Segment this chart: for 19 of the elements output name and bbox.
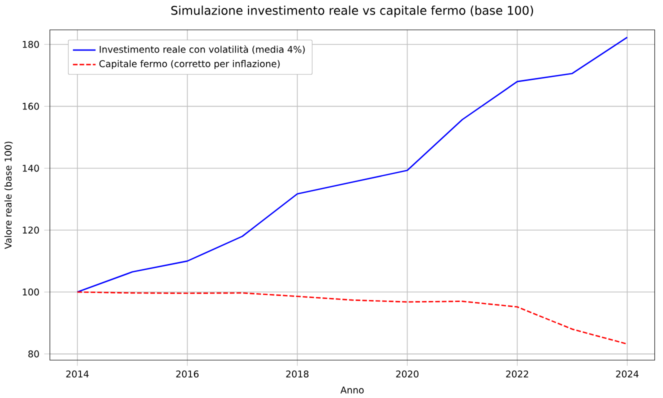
line-series (76, 36, 628, 293)
x-tick-label: 2022 (506, 370, 528, 378)
y-tick-label: 120 (22, 226, 39, 234)
x-axis-title: Anno (340, 386, 364, 394)
x-tick-label: 2018 (286, 370, 308, 378)
legend-label: Capitale fermo (corretto per inflazione) (99, 60, 280, 70)
line-series (76, 291, 628, 345)
y-tick-label: 80 (28, 350, 39, 358)
legend-label: Investimento reale con volatilità (media 4%) (100, 45, 305, 54)
y-tick-label: 100 (22, 288, 39, 296)
y-axis-title: Valore reale (base 100) (4, 142, 13, 250)
x-tick-label: 2016 (176, 370, 199, 378)
y-tick-label: 180 (22, 40, 39, 48)
x-tick-label: 2020 (396, 370, 418, 378)
chart-title: Simulazione investimento reale vs capitale fermo (base 100) (171, 6, 534, 18)
x-tick-label: 2024 (616, 370, 639, 378)
y-tick-label: 160 (22, 102, 39, 110)
x-tick-label: 2014 (66, 370, 89, 378)
y-tick-label: 140 (22, 164, 39, 172)
